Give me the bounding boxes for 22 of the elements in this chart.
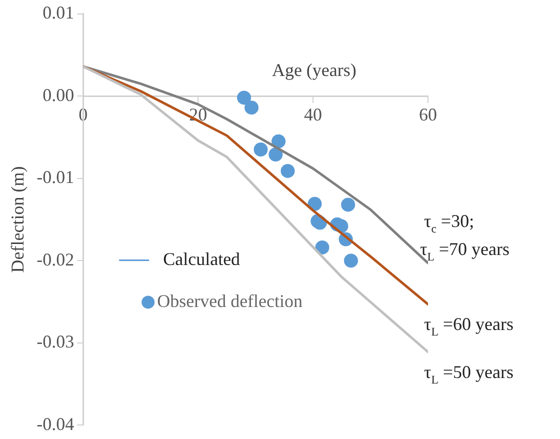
y-tick-label: -0.03 (36, 332, 74, 352)
point (272, 134, 286, 148)
point (341, 198, 356, 212)
point (344, 254, 358, 268)
x-tick-label: 60 (419, 104, 437, 125)
point (268, 148, 283, 162)
legend-label: Observed deflection (157, 290, 303, 311)
x-axis-title: Age (years) (272, 60, 356, 80)
x-tick-label: 40 (304, 104, 322, 125)
point (280, 164, 295, 178)
point (237, 90, 252, 105)
point (308, 196, 322, 211)
y-axis-title: Deflection (m) (8, 166, 28, 273)
y-tick-label: 0.00 (42, 84, 74, 105)
point (254, 142, 268, 157)
point (315, 240, 330, 254)
y-tick-label: 0.01 (42, 2, 74, 23)
y-tick-label: -0.01 (36, 167, 74, 188)
y-tick-label: -0.02 (36, 249, 74, 270)
y-tick-label: -0.04 (36, 414, 74, 434)
point (244, 100, 259, 115)
legend-label: Calculated (163, 248, 240, 269)
